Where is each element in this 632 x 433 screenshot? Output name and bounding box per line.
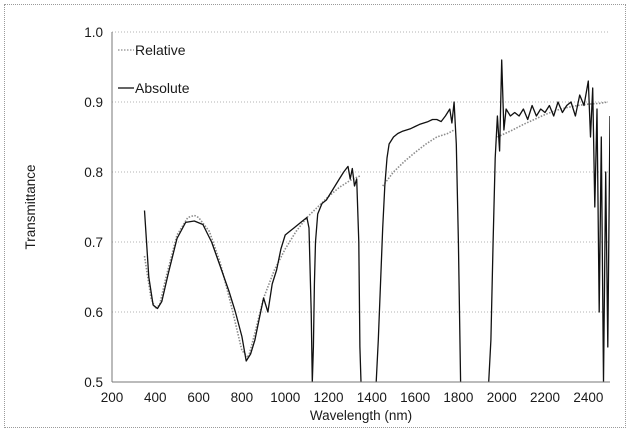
x-tick-label: 1400: [357, 390, 387, 405]
y-tick-label: 0.9: [84, 95, 103, 110]
x-tick-label: 200: [101, 390, 124, 405]
x-tick-label: 600: [187, 390, 210, 405]
x-tick-label: 1200: [313, 390, 343, 405]
gridlines: [112, 31, 610, 313]
x-tick-label: 1000: [270, 390, 300, 405]
chart-frame: 0.5 0.6 0.7 0.8 0.9 1.0 200 400 600 800 1000 1200 14…: [4, 4, 626, 428]
series-line-absolute: [488, 59, 610, 382]
series-line-relative: [382, 129, 455, 187]
x-tick-label: 1600: [400, 390, 430, 405]
y-axis-title: Transmittance: [23, 164, 38, 249]
series-line-relative: [143, 174, 362, 359]
y-tick-label: 0.5: [84, 375, 103, 390]
chart: 0.5 0.6 0.7 0.8 0.9 1.0 200 400 600 800 1000 1200 14…: [23, 25, 610, 423]
x-tick-label: 2400: [573, 390, 603, 405]
legend-label-absolute: Absolute: [135, 80, 190, 96]
x-tick-label: 400: [144, 390, 167, 405]
series-group: [143, 59, 610, 382]
axes: [111, 32, 610, 383]
x-tick-label: 1800: [443, 390, 473, 405]
y-tick-label: 0.7: [84, 235, 103, 250]
y-tick-label: 0.8: [84, 165, 103, 180]
x-tick-label: 800: [231, 390, 254, 405]
x-axis-title: Wavelength (nm): [310, 408, 412, 423]
x-tick-label: 2000: [487, 390, 517, 405]
legend: Relative Absolute: [118, 42, 190, 96]
series-line-absolute: [375, 101, 462, 382]
y-tick-label: 0.6: [84, 305, 103, 320]
x-tick-label: 2200: [530, 390, 560, 405]
tick-labels: 0.5 0.6 0.7 0.8 0.9 1.0 200 400 600 800 1000 1200 14…: [84, 25, 603, 405]
legend-label-relative: Relative: [135, 42, 186, 58]
y-tick-label: 1.0: [84, 25, 103, 40]
series-line-absolute: [143, 165, 362, 382]
